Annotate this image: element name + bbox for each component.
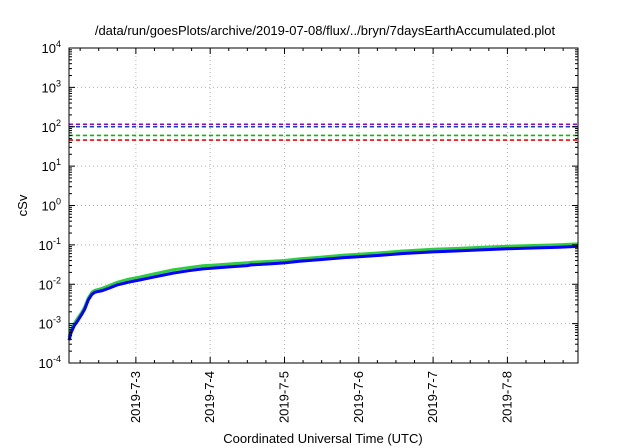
y-tick-label: 10-1	[39, 236, 61, 253]
x-axis-label: Coordinated Universal Time (UTC)	[223, 431, 422, 446]
y-tick-label: 101	[42, 157, 61, 174]
y-tick-label: 10-4	[39, 354, 61, 371]
y-tick-label: 104	[42, 39, 61, 56]
x-ticks: 2019-7-3 2019-7-4 2019-7-5 2019-7-6 2019-7-7…	[79, 48, 564, 423]
x-tick-label: 2019-7-3	[128, 371, 143, 423]
reference-lines	[69, 123, 578, 141]
y-tick-label: 102	[42, 118, 61, 135]
y-axis-label: cSv	[15, 194, 30, 216]
x-tick-label: 2019-7-6	[351, 371, 366, 423]
x-tick-label: 2019-7-4	[202, 371, 217, 423]
x-tick-label: 2019-7-5	[276, 371, 291, 423]
y-tick-label: 103	[42, 78, 61, 95]
x-tick-label: 2019-7-8	[499, 371, 514, 423]
y-ticks: 10-4 10-3 10-2 10-1 100 101 102 103 104	[39, 39, 578, 371]
series-line	[67, 244, 579, 341]
y-tick-label: 10-2	[39, 275, 61, 292]
chart-title: /data/run/goesPlots/archive/2019-07-08/f…	[95, 23, 556, 38]
series-lines	[67, 242, 579, 341]
x-tick-label: 2019-7-7	[425, 371, 440, 423]
grid	[69, 48, 578, 363]
y-tick-label: 100	[42, 197, 61, 214]
y-tick-label: 10-3	[39, 315, 61, 332]
